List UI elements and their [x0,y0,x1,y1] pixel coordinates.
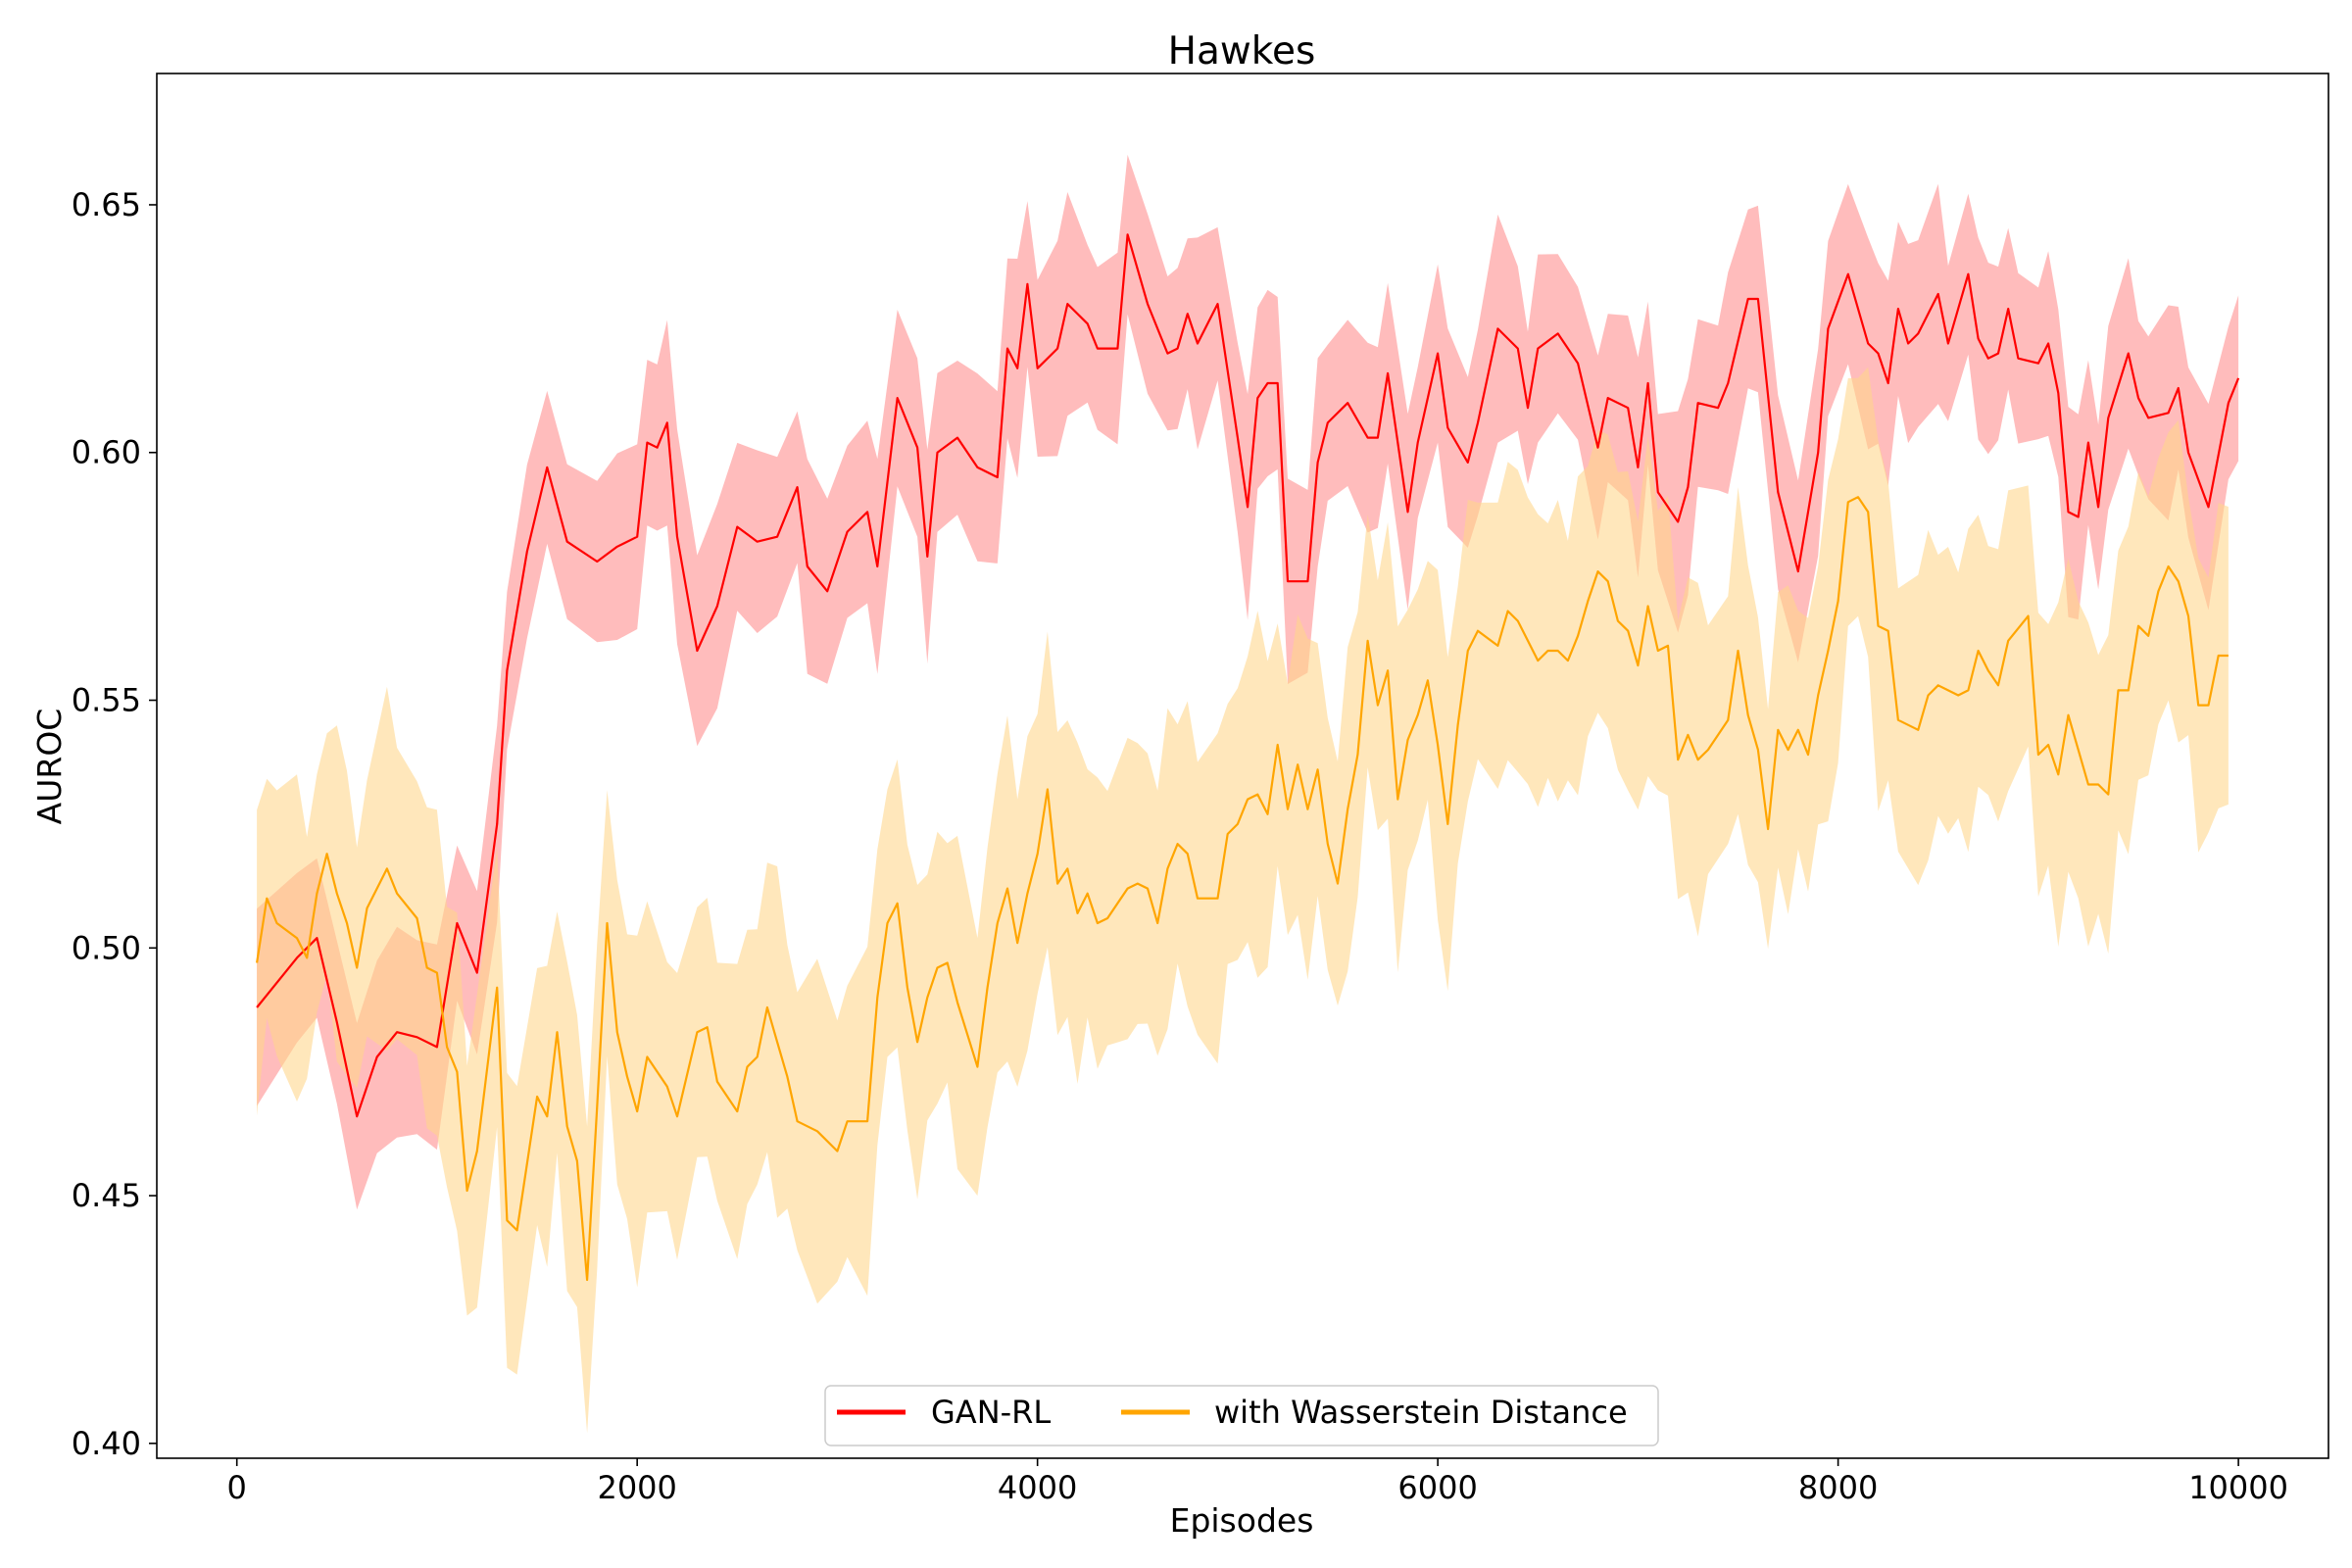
x-axis: 0 2000 4000 6000 8000 10000 [227,1458,2288,1506]
std-band-1 [257,367,2229,1434]
series-lines [256,233,2240,1282]
x-tick-label: 2000 [597,1469,676,1506]
y-axis-label: AUROC [30,709,69,825]
legend-box [824,1385,1659,1446]
legend-label-wasserstein: with Wasserstein Distance [1214,1394,1628,1431]
series-line-0 [256,233,2240,1118]
y-tick-label: 0.55 [72,682,141,719]
x-tick-label: 8000 [1798,1469,1878,1506]
legend: GAN-RL with Wasserstein Distance [824,1385,1659,1446]
x-axis-label: Episodes [1170,1501,1314,1540]
x-tick-label: 4000 [998,1469,1077,1506]
legend-label-gan-rl: GAN-RL [931,1394,1051,1431]
x-tick-label: 10000 [2188,1469,2288,1506]
x-tick-label: 0 [227,1469,247,1506]
y-axis: 0.40 0.45 0.50 0.55 0.60 0.65 [72,186,157,1462]
series-line-1 [256,496,2229,1282]
y-tick-label: 0.45 [72,1177,141,1214]
y-tick-label: 0.65 [72,186,141,223]
chart-title: Hawkes [1168,29,1316,74]
y-tick-label: 0.40 [72,1425,141,1462]
y-tick-label: 0.60 [72,434,141,471]
x-tick-label: 6000 [1397,1469,1477,1506]
y-tick-label: 0.50 [72,929,141,966]
plot-frame [156,73,2329,1459]
series-bands [257,154,2239,1434]
